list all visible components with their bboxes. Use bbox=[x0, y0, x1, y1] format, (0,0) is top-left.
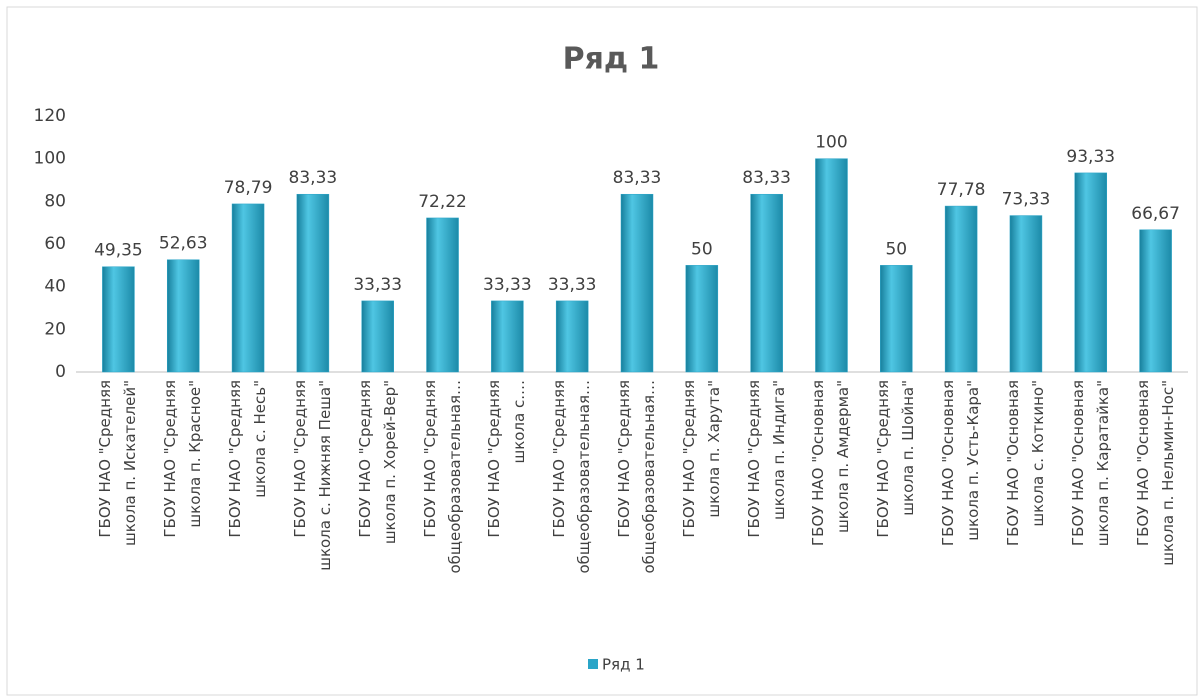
x-tick-label: ГБОУ НАО "Средняя общеобразовательная… bbox=[615, 380, 658, 574]
bar bbox=[815, 158, 848, 373]
x-tick-label: ГБОУ НАО "Средняя школа п. Искателей" bbox=[96, 380, 140, 547]
data-label: 100 bbox=[815, 133, 847, 153]
x-tick-label: ГБОУ НАО "Основная школа п. Каратайка" bbox=[1068, 380, 1112, 547]
x-tick-label: ГБОУ НАО "Средняя школа п. Харута" bbox=[679, 380, 723, 538]
bar bbox=[361, 300, 394, 373]
data-label: 50 bbox=[885, 239, 907, 259]
bar bbox=[296, 193, 330, 373]
data-label: 33,33 bbox=[353, 275, 402, 295]
y-tick-label: 80 bbox=[44, 191, 66, 211]
y-tick-label: 120 bbox=[34, 106, 66, 126]
bar bbox=[491, 300, 524, 373]
data-label: 50 bbox=[691, 239, 713, 259]
x-tick-label: ГБОУ НАО "Средняя школа п. Шойна" bbox=[874, 380, 918, 538]
bar bbox=[750, 193, 783, 373]
x-tick-label: ГБОУ НАО "Средняя школа с. Нижняя Пеша" bbox=[290, 380, 334, 571]
data-label: 49,35 bbox=[94, 241, 143, 261]
data-label: 66,67 bbox=[1131, 204, 1180, 224]
x-tick-label: ГБОУ НАО "Средняя школа п. Индига" bbox=[744, 380, 788, 538]
data-label: 73,33 bbox=[1002, 190, 1051, 210]
x-tick-label: ГБОУ НАО "Средняя школа п. Хорей-Вер" bbox=[355, 380, 399, 545]
x-tick-label: ГБОУ НАО "Средняя школа с. Несь" bbox=[226, 380, 270, 538]
data-label: 93,33 bbox=[1066, 147, 1115, 167]
bar bbox=[880, 265, 913, 373]
y-tick-label: 40 bbox=[44, 277, 66, 297]
y-tick-label: 20 bbox=[44, 319, 66, 339]
data-label: 52,63 bbox=[159, 234, 208, 254]
bar bbox=[166, 259, 200, 373]
bar bbox=[555, 300, 589, 373]
chart-border bbox=[6, 6, 1198, 696]
data-label: 78,79 bbox=[224, 178, 273, 198]
x-tick-label: ГБОУ НАО "Средняя общеобразовательная… bbox=[550, 380, 594, 574]
data-label: 83,33 bbox=[742, 168, 791, 188]
data-label: 33,33 bbox=[483, 275, 532, 295]
bar bbox=[944, 205, 978, 373]
bar bbox=[102, 266, 135, 373]
x-tick-label: ГБОУ НАО "Средняя школа п. Красное" bbox=[161, 380, 205, 538]
x-tick-label: ГБОУ НАО "Основная школа п. Амдерма" bbox=[809, 380, 853, 547]
data-label: 72,22 bbox=[418, 192, 467, 212]
x-tick-label: ГБОУ НАО "Средняя школа с.… bbox=[485, 380, 529, 538]
x-tick-label: ГБОУ НАО "Средняя общеобразовательная… bbox=[420, 380, 464, 574]
x-tick-label: ГБОУ НАО "Основная школа п. Нельмин-Нос" bbox=[1133, 380, 1177, 566]
data-label: 83,33 bbox=[613, 168, 662, 188]
data-label: 83,33 bbox=[289, 168, 338, 188]
y-tick-label: 100 bbox=[34, 149, 66, 169]
bar bbox=[620, 193, 654, 373]
chart-title: Ряд 1 bbox=[563, 42, 660, 77]
x-tick-label: ГБОУ НАО "Основная школа с. Коткино" bbox=[1003, 380, 1047, 547]
bar bbox=[426, 217, 459, 373]
data-label: 77,78 bbox=[937, 180, 986, 200]
bar bbox=[1139, 229, 1172, 373]
x-tick-label: ГБОУ НАО "Основная школа п. Усть-Кара" bbox=[939, 380, 983, 547]
bar bbox=[1074, 172, 1108, 373]
legend-label: Ряд 1 bbox=[602, 656, 645, 674]
bar bbox=[231, 203, 265, 373]
y-tick-label: 0 bbox=[55, 362, 66, 382]
bar bbox=[1009, 215, 1043, 373]
bar bbox=[685, 265, 719, 373]
legend-swatch bbox=[588, 659, 598, 669]
data-label: 33,33 bbox=[548, 275, 597, 295]
y-tick-label: 60 bbox=[44, 234, 66, 254]
